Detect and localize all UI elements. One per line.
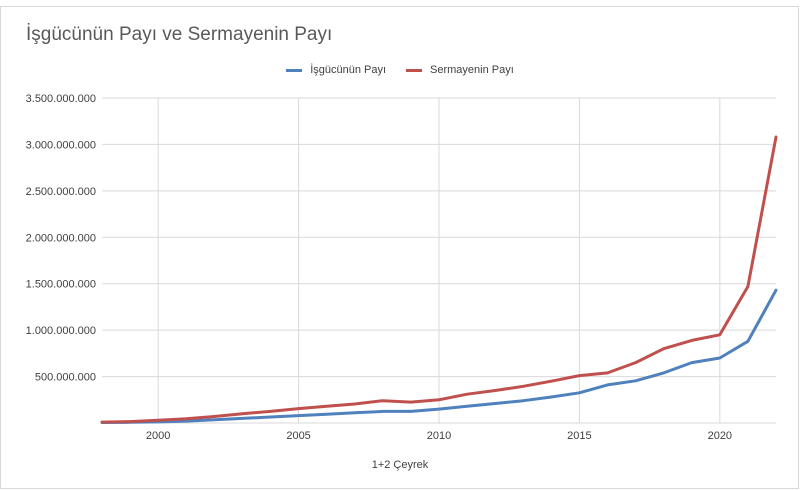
series-line-1 [100,135,778,424]
cropped-top-strip [0,0,800,6]
y-tick-label: 3.000.000.000 [26,139,96,151]
legend-item-isgucu: İşgücünün Payı [286,64,386,76]
y-tick-label: 3.500.000.000 [26,93,96,105]
legend-swatch-sermaye [406,68,423,72]
x-tick-label: 2020 [708,430,732,442]
y-tick-label: 2.500.000.000 [26,186,96,198]
series-line-0 [100,288,778,424]
tick-labels: 500.000.000 1.000.000.000 1.500.000.000 2.0… [26,93,732,442]
legend: İşgücünün Payı Sermayenin Payı [0,61,800,79]
legend-label-isgucu: İşgücünün Payı [310,64,387,76]
chart-area [0,6,799,489]
legend-item-sermaye: Sermayenin Payı [406,64,514,76]
x-axis-title: 1+2 Çeyrek [371,459,429,471]
y-tick-label: 1.500.000.000 [26,279,96,291]
x-tick-label: 2000 [146,430,170,442]
y-tick-label: 500.000.000 [35,372,96,384]
legend-swatch-isgucu [286,68,303,72]
x-tick-label: 2015 [567,430,591,442]
chart-title: İşgücünün Payı ve Sermayenin Payı [26,24,333,45]
x-tick-label: 2010 [427,430,451,442]
y-tick-label: 1.000.000.000 [26,325,96,337]
series-lines [100,135,778,424]
legend-label-sermaye: Sermayenin Payı [430,64,514,76]
gridlines [102,97,776,424]
x-tick-label: 2005 [286,430,310,442]
y-tick-label: 2.000.000.000 [26,232,96,244]
